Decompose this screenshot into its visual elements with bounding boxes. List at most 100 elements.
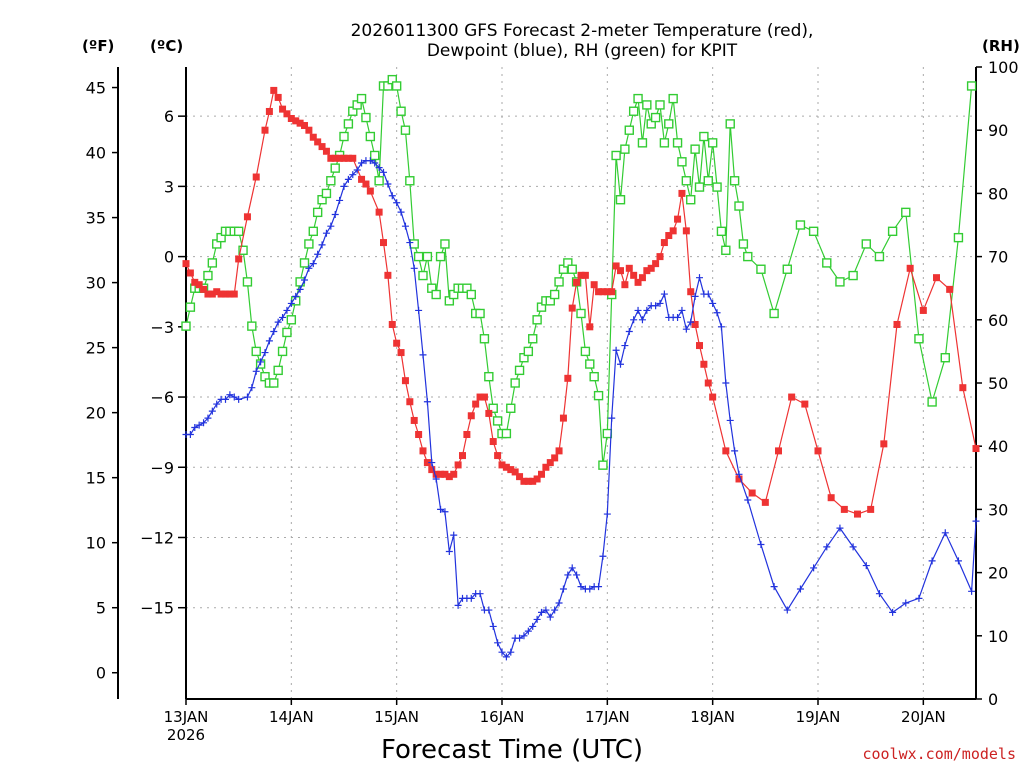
rh-point <box>501 428 512 439</box>
temperature-point <box>972 445 980 453</box>
celsius-tick-label: −9 <box>150 458 174 477</box>
temperature-point <box>252 173 260 181</box>
temperature-point <box>191 278 199 286</box>
time-tick-label: 18JAN <box>690 708 735 726</box>
dewpoint-point <box>401 222 409 230</box>
chart-title-line2: Dewpoint (blue), RH (green) for KPIT <box>427 41 738 61</box>
fahrenheit-tick-label: 40 <box>86 144 106 163</box>
temperature-point <box>480 393 488 401</box>
dewpoint-point <box>625 328 633 336</box>
temperature-point <box>880 440 888 448</box>
celsius-tick-label: 3 <box>164 177 174 196</box>
dewpoint-point <box>208 407 216 415</box>
temperature-point <box>608 288 616 296</box>
dewpoint-point <box>542 606 550 614</box>
dewpoint-point <box>191 423 199 431</box>
dewpoint-point <box>617 360 624 368</box>
temperature-point <box>349 154 357 162</box>
dewpoint-point <box>529 622 537 630</box>
rh-point <box>488 403 498 413</box>
rh-point <box>874 251 885 262</box>
time-tick-year-label: 2026 <box>167 726 205 744</box>
rh-point <box>185 302 196 312</box>
fahrenheit-tick-label: 20 <box>86 404 106 423</box>
temperature-point <box>801 400 809 408</box>
rh-point <box>598 460 608 470</box>
rh-point <box>304 239 314 249</box>
dewpoint-point <box>301 276 308 284</box>
fahrenheit-axis-ticks: 45 40 35 30 25 20 15 10 5 0 <box>86 79 118 683</box>
rh-point <box>602 428 613 439</box>
temperature-point <box>516 473 524 481</box>
fahrenheit-tick-label: 25 <box>86 339 106 358</box>
temperature-point <box>586 323 594 331</box>
rh-point <box>721 245 731 255</box>
temperature-point <box>419 447 427 455</box>
dewpoint-point <box>287 299 295 307</box>
dewpoint-point <box>608 414 616 422</box>
temperature-point <box>634 278 642 286</box>
rh-point <box>743 251 753 262</box>
temperature-point <box>296 119 304 127</box>
temperature-point <box>441 470 449 478</box>
dewpoint-point <box>595 583 603 591</box>
dewpoint-point <box>371 159 379 167</box>
temperature-point <box>283 110 291 118</box>
temperature-point <box>665 232 673 240</box>
dewpoint-point <box>783 606 791 614</box>
celsius-axis-ticks: 6 3 0 −3 −6 −9 −12 −15 <box>140 107 186 618</box>
rh-point <box>707 138 718 148</box>
rh-point <box>492 416 503 426</box>
dewpoint-point <box>551 606 559 614</box>
temperature-point <box>261 126 269 134</box>
temperature-point <box>428 466 436 474</box>
temperature-point <box>305 126 313 134</box>
temperature-point <box>704 379 712 387</box>
temperature-point <box>546 459 554 467</box>
temperature-point <box>467 412 475 420</box>
temperature-point <box>195 281 203 289</box>
temperature-point <box>788 393 796 401</box>
dewpoint-point <box>836 524 844 532</box>
temperature-point <box>555 447 563 455</box>
time-tick-label: 15JAN <box>374 708 419 726</box>
temperature-point <box>397 349 405 357</box>
time-tick-label: 17JAN <box>585 708 630 726</box>
dewpoint-point <box>423 398 431 406</box>
rh-point <box>361 112 371 123</box>
rh-point <box>672 138 683 148</box>
dewpoint-point <box>410 264 418 272</box>
temperature-point <box>590 281 598 289</box>
rh-point <box>356 93 367 104</box>
temperature-point <box>687 288 695 296</box>
fahrenheit-tick-label: 15 <box>86 469 106 488</box>
temperature-point <box>775 447 782 455</box>
dewpoint-point <box>327 222 335 230</box>
temperature-point <box>617 267 624 275</box>
time-tick-label: 20JAN <box>901 708 946 726</box>
dewpoint-point <box>502 653 510 661</box>
temperature-point <box>533 475 541 483</box>
rh-tick-label: 70 <box>988 248 1008 267</box>
fahrenheit-tick-label: 30 <box>86 274 106 293</box>
temperature-point <box>814 447 822 455</box>
rh-point <box>576 308 586 319</box>
dewpoint-point <box>222 395 229 403</box>
time-tick-label: 14JAN <box>269 708 314 726</box>
temperature-point <box>674 215 682 223</box>
temperature-point <box>186 269 194 277</box>
temperature-point <box>410 416 418 424</box>
dewpoint-point <box>397 208 405 216</box>
dewpoint-point <box>476 590 484 598</box>
dewpoint-point <box>485 606 493 614</box>
temperature-point <box>287 114 295 122</box>
rh-point <box>628 106 639 116</box>
rh-point <box>549 289 560 300</box>
dewpoint-point <box>568 564 576 572</box>
rh-tick-label: 50 <box>988 374 1008 393</box>
dewpoint-point <box>682 325 690 333</box>
rh-point <box>769 308 779 319</box>
dewpoint-point <box>603 510 611 518</box>
temperature-point <box>279 105 287 113</box>
